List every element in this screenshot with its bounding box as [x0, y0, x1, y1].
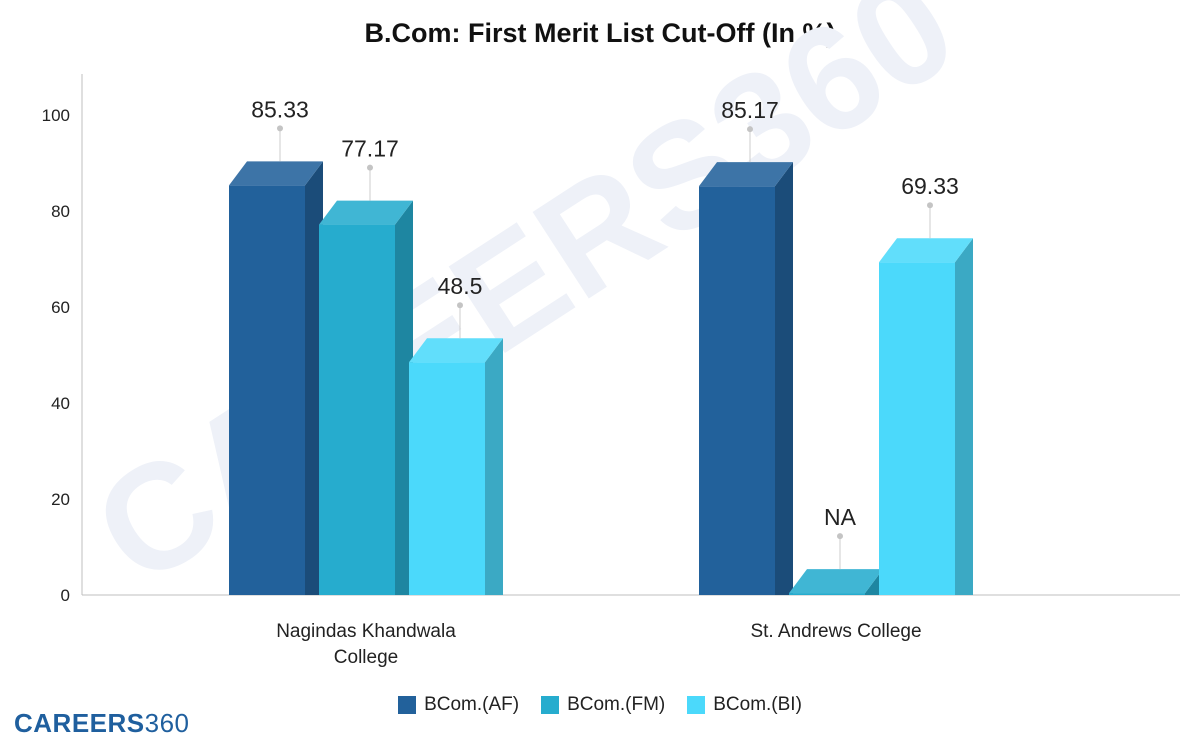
y-tick-label: 80: [51, 202, 70, 221]
x-tick-label: College: [334, 647, 398, 668]
leader-dot: [837, 533, 843, 540]
bar-top: [319, 200, 413, 225]
legend-item: BCom.(AF): [398, 694, 519, 716]
data-label: NA: [824, 504, 857, 530]
data-label: 77.17: [341, 136, 399, 162]
chart-title: B.Com: First Merit List Cut-Off (In %): [364, 18, 836, 48]
legend-swatch: [541, 696, 560, 714]
data-label: 69.33: [901, 173, 959, 199]
legend-label: BCom.(FM): [567, 694, 666, 715]
bar: [789, 593, 865, 595]
legend-item: BCom.(FM): [541, 694, 665, 716]
x-tick-label: St. Andrews College: [750, 621, 921, 642]
leader-dot: [927, 202, 933, 209]
data-label: 85.17: [721, 97, 779, 123]
logo-text-part1: CAREERS: [14, 708, 145, 738]
data-label: 85.33: [251, 96, 309, 122]
bar-side: [865, 569, 883, 595]
y-tick-label: 20: [51, 490, 70, 509]
y-tick-label: 100: [42, 106, 70, 125]
bar: [409, 362, 485, 595]
careers360-logo: CAREERS360: [14, 708, 190, 739]
bar-side: [775, 162, 793, 595]
bar-top: [789, 569, 883, 594]
bar: [229, 185, 305, 595]
bar-top: [229, 161, 323, 186]
leader-dot: [367, 164, 373, 171]
leader-dot: [457, 302, 463, 309]
legend-label: BCom.(AF): [424, 694, 520, 715]
bar: [879, 262, 955, 595]
legend-item: BCom.(BI): [687, 694, 802, 716]
bar-top: [879, 238, 973, 263]
leader-dot: [277, 125, 283, 132]
y-tick-label: 0: [61, 586, 70, 605]
bar-side: [955, 238, 973, 595]
bar-side: [395, 200, 413, 596]
legend: BCom.(AF) BCom.(FM) BCom.(BI): [0, 694, 1200, 716]
bar-top: [409, 338, 503, 363]
bar-side: [305, 161, 323, 595]
legend-swatch: [687, 696, 706, 714]
y-tick-label: 60: [51, 298, 70, 317]
data-label: 48.5: [438, 273, 483, 299]
bar-top: [699, 162, 793, 187]
logo-text-part2: 360: [144, 708, 190, 738]
bar: [319, 224, 395, 596]
y-tick-label: 40: [51, 394, 70, 413]
bar: [699, 186, 775, 595]
leader-dot: [747, 126, 753, 133]
legend-label: BCom.(BI): [713, 694, 802, 715]
legend-swatch: [398, 696, 417, 714]
bar-side: [485, 338, 503, 595]
x-tick-label: Nagindas Khandwala: [276, 621, 456, 642]
